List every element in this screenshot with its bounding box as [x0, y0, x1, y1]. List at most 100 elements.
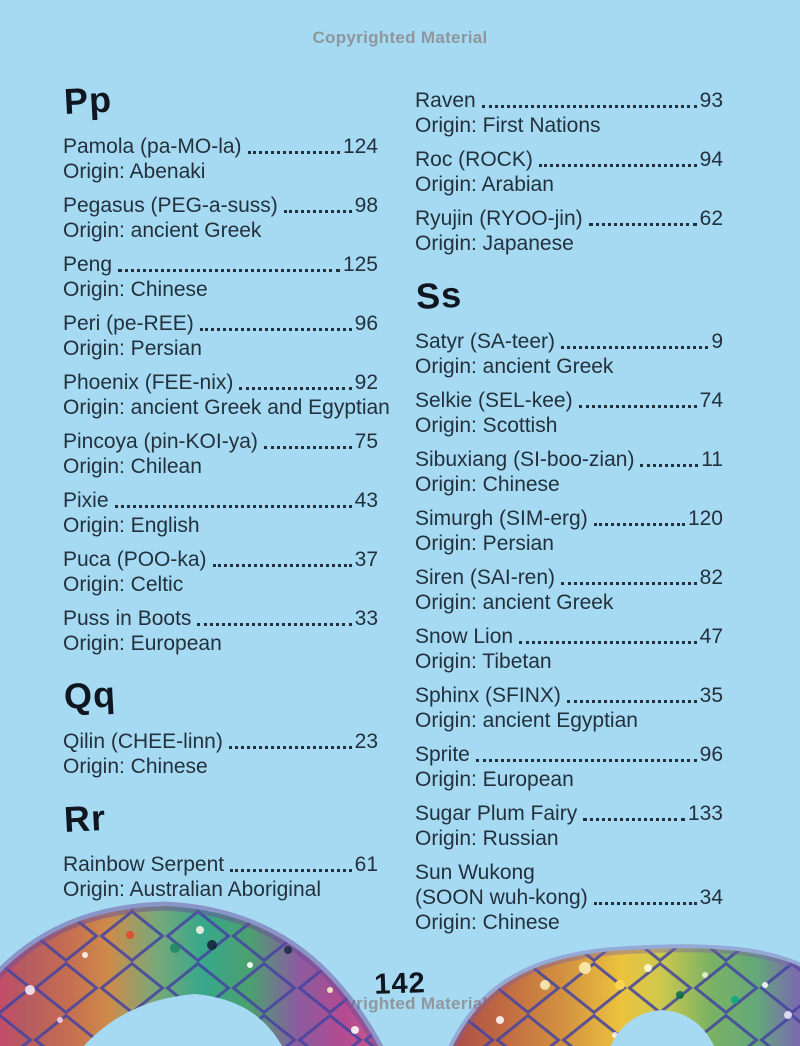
- section-letter: Pp: [62, 78, 114, 122]
- entry-origin: Origin: European: [415, 768, 574, 791]
- entry-page-number: 9: [711, 330, 723, 353]
- entry-name: Qilin (CHEE-linn): [63, 730, 223, 753]
- entry-name: Pamola (pa-MO-la): [63, 135, 242, 158]
- entry-origin: Origin: Chilean: [63, 455, 202, 478]
- index-column-right: Raven 93 Origin: First Nations Roc (ROCK) 94…: [415, 84, 723, 944]
- index-entry: Sphinx (SFINX) 35 Origin: ancient Egyptian: [415, 683, 723, 733]
- entry-name: Sphinx (SFINX): [415, 684, 561, 707]
- entry-name: Pixie: [63, 489, 109, 512]
- dot-leader: [583, 818, 685, 821]
- entry-name: Satyr (SA-teer): [415, 330, 556, 353]
- index-entry: Roc (ROCK) 94 Origin: Arabian: [415, 147, 723, 197]
- entry-page-number: 33: [354, 607, 378, 630]
- section-letter: Ss: [414, 273, 464, 317]
- entry-name: Sprite: [415, 743, 470, 766]
- entry-origin: Origin: Persian: [415, 532, 554, 555]
- entry-page-number: 96: [354, 312, 378, 335]
- entry-page-number: 92: [354, 371, 378, 394]
- entry-origin: Origin: ancient Greek: [63, 219, 262, 242]
- dot-leader: [228, 746, 352, 749]
- entry-page-number: 75: [354, 430, 378, 453]
- entry-origin: Origin: Chinese: [63, 278, 208, 301]
- dot-leader: [481, 105, 697, 108]
- dot-leader: [538, 164, 697, 167]
- entry-origin: Origin: ancient Egyptian: [415, 709, 638, 732]
- entry-page-number: 133: [687, 802, 723, 825]
- dot-leader: [561, 582, 697, 585]
- entry-origin: Origin: Scottish: [415, 414, 558, 437]
- entry-origin: Origin: Japanese: [415, 232, 574, 255]
- watermark-top: Copyrighted Material: [312, 28, 488, 47]
- dot-leader: [588, 223, 697, 226]
- entry-page-number: 74: [699, 389, 723, 412]
- entry-name: Snow Lion: [415, 625, 514, 648]
- dot-leader: [640, 464, 699, 467]
- dot-leader: [239, 387, 352, 390]
- entry-origin: Origin: English: [63, 514, 200, 537]
- entry-page-number: 94: [699, 148, 723, 171]
- entry-name: Simurgh (SIM-erg): [415, 507, 588, 530]
- index-column-left: Pp Pamola (pa-MO-la) 124 Origin: Abenaki Peg…: [62, 79, 390, 944]
- entry-name: Pincoya (pin-KOI-ya): [63, 430, 258, 453]
- entry-name: Puca (POO-ka): [63, 548, 207, 571]
- section-letter: Rr: [62, 796, 108, 840]
- entry-page-number: 43: [354, 489, 378, 512]
- dot-leader: [519, 641, 697, 644]
- entry-name: Puss in Boots: [63, 607, 192, 630]
- dot-leader: [212, 564, 352, 567]
- index-entry: Satyr (SA-teer) 9 Origin: ancient Greek: [415, 329, 723, 379]
- index-entry: Pegasus (PEG-a-suss) 98 Origin: ancient Gr…: [63, 193, 378, 243]
- index-entry: Sugar Plum Fairy 133 Origin: Russian: [415, 801, 723, 851]
- entry-name: Peri (pe-REE): [63, 312, 194, 335]
- dot-leader: [566, 700, 697, 703]
- entry-origin: Origin: Russian: [415, 827, 559, 850]
- index-entry: Pixie 43 Origin: English: [63, 488, 378, 538]
- entry-name: Phoenix (FEE-nix): [63, 371, 234, 394]
- index-columns: Pp Pamola (pa-MO-la) 124 Origin: Abenaki Peg…: [62, 79, 723, 944]
- dot-leader: [263, 446, 352, 449]
- index-entry: Qilin (CHEE-linn) 23 Origin: Chinese: [63, 729, 378, 779]
- entry-name: Sun Wukong: [415, 861, 535, 884]
- entry-origin: Origin: European: [63, 632, 222, 655]
- entry-name: Peng: [63, 253, 113, 276]
- dot-leader: [199, 328, 352, 331]
- entry-origin: Origin: ancient Greek: [415, 591, 614, 614]
- index-entry: Snow Lion 47 Origin: Tibetan: [415, 624, 723, 674]
- entry-name: Selkie (SEL-kee): [415, 389, 573, 412]
- entry-page-number: 96: [699, 743, 723, 766]
- entry-page-number: 93: [699, 89, 723, 112]
- entry-origin: Origin: Tibetan: [415, 650, 552, 673]
- entry-name: Raven: [415, 89, 476, 112]
- index-entry: Sprite 96 Origin: European: [415, 742, 723, 792]
- entry-origin: Origin: Celtic: [63, 573, 184, 596]
- entry-page-number: 61: [354, 853, 378, 876]
- entry-origin: Origin: Australian Aboriginal: [63, 878, 321, 901]
- entry-origin: Origin: Chinese: [415, 911, 560, 934]
- dot-leader: [578, 405, 697, 408]
- entry-name: Sibuxiang (SI-boo-zian): [415, 448, 635, 471]
- entry-page-number: 37: [354, 548, 378, 571]
- entry-name: Siren (SAI-ren): [415, 566, 556, 589]
- dot-leader: [247, 151, 340, 154]
- section-letter: Qq: [62, 673, 118, 717]
- entry-origin: Origin: ancient Greek: [415, 355, 614, 378]
- entry-page-number: 120: [687, 507, 723, 530]
- dot-leader: [118, 269, 340, 272]
- entry-page-number: 23: [354, 730, 378, 753]
- index-entry: Puss in Boots 33 Origin: European: [63, 606, 378, 656]
- entry-origin: Origin: Arabian: [415, 173, 554, 196]
- entry-page-number: 62: [699, 207, 723, 230]
- index-entry: Pincoya (pin-KOI-ya) 75 Origin: Chilean: [63, 429, 378, 479]
- entry-page-number: 47: [699, 625, 723, 648]
- index-entry: Peri (pe-REE) 96 Origin: Persian: [63, 311, 378, 361]
- entry-page-number: 11: [701, 448, 723, 471]
- index-entry: Ryujin (RYOO-jin) 62 Origin: Japanese: [415, 206, 723, 256]
- index-entry: Pamola (pa-MO-la) 124 Origin: Abenaki: [63, 134, 378, 184]
- index-entry: Sibuxiang (SI-boo-zian) 11 Origin: Chinese: [415, 447, 723, 497]
- entry-origin: Origin: First Nations: [415, 114, 601, 137]
- entry-pronunciation: (SOON wuh-kong): [415, 886, 588, 909]
- entry-origin: Origin: Persian: [63, 337, 202, 360]
- index-entry: Simurgh (SIM-erg) 120 Origin: Persian: [415, 506, 723, 556]
- entry-name: Roc (ROCK): [415, 148, 533, 171]
- entry-name: Sugar Plum Fairy: [415, 802, 578, 825]
